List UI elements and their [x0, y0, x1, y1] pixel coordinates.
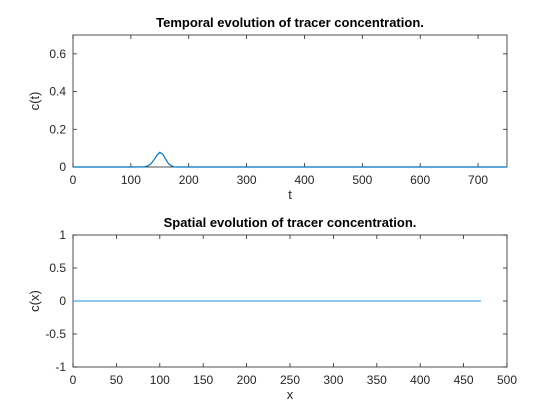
temporal-chart-axes-box [72, 34, 508, 168]
spatial-chart-xtick-label: 400 [410, 373, 430, 387]
spatial-chart-xtick-label: 450 [454, 373, 474, 387]
spatial-chart-xtick-label: 150 [193, 373, 213, 387]
spatial-chart-xtick-label: 0 [70, 373, 77, 387]
spatial-chart-xtick-label: 350 [367, 373, 387, 387]
spatial-chart-ylabel: c(x) [27, 290, 42, 312]
spatial-chart-ytick-label: -1 [55, 360, 66, 374]
spatial-chart-xlabel: x [287, 387, 294, 402]
spatial-chart-ytick-label: 0 [59, 294, 66, 308]
temporal-chart-xtick-label: 0 [70, 173, 77, 187]
spatial-chart-ytick-label: -0.5 [45, 327, 66, 341]
spatial-chart: Spatial evolution of tracer concentratio… [27, 215, 517, 402]
spatial-chart-xtick-label: 500 [497, 373, 517, 387]
spatial-chart-ytick-label: 1 [59, 228, 66, 242]
temporal-chart-xtick-label: 700 [468, 173, 488, 187]
temporal-chart-ylabel: c(t) [27, 92, 42, 111]
temporal-chart-ytick-label: 0.6 [49, 47, 66, 61]
temporal-chart-xtick-label: 300 [237, 173, 257, 187]
temporal-chart-ytick-label: 0 [59, 160, 66, 174]
spatial-chart-ytick-label: 0.5 [49, 261, 66, 275]
temporal-chart: Temporal evolution of tracer concentrati… [27, 15, 508, 202]
temporal-chart-title: Temporal evolution of tracer concentrati… [156, 15, 424, 30]
temporal-chart-xtick-label: 200 [179, 173, 199, 187]
temporal-chart-xlabel: t [288, 187, 292, 202]
temporal-chart-xtick-label: 100 [121, 173, 141, 187]
spatial-chart-xtick-label: 250 [280, 373, 300, 387]
temporal-chart-xtick-label: 600 [410, 173, 430, 187]
temporal-chart-series-line [73, 151, 507, 168]
spatial-chart-xtick-label: 300 [323, 373, 343, 387]
spatial-chart-xtick-label: 100 [150, 373, 170, 387]
temporal-chart-ytick-label: 0.2 [49, 122, 66, 136]
temporal-chart-xtick-label: 400 [294, 173, 314, 187]
spatial-chart-xtick-label: 200 [237, 373, 257, 387]
temporal-chart-ytick-label: 0.4 [49, 85, 66, 99]
spatial-chart-xtick-label: 50 [110, 373, 124, 387]
temporal-chart-xtick-label: 500 [352, 173, 372, 187]
spatial-chart-title: Spatial evolution of tracer concentratio… [164, 215, 417, 230]
